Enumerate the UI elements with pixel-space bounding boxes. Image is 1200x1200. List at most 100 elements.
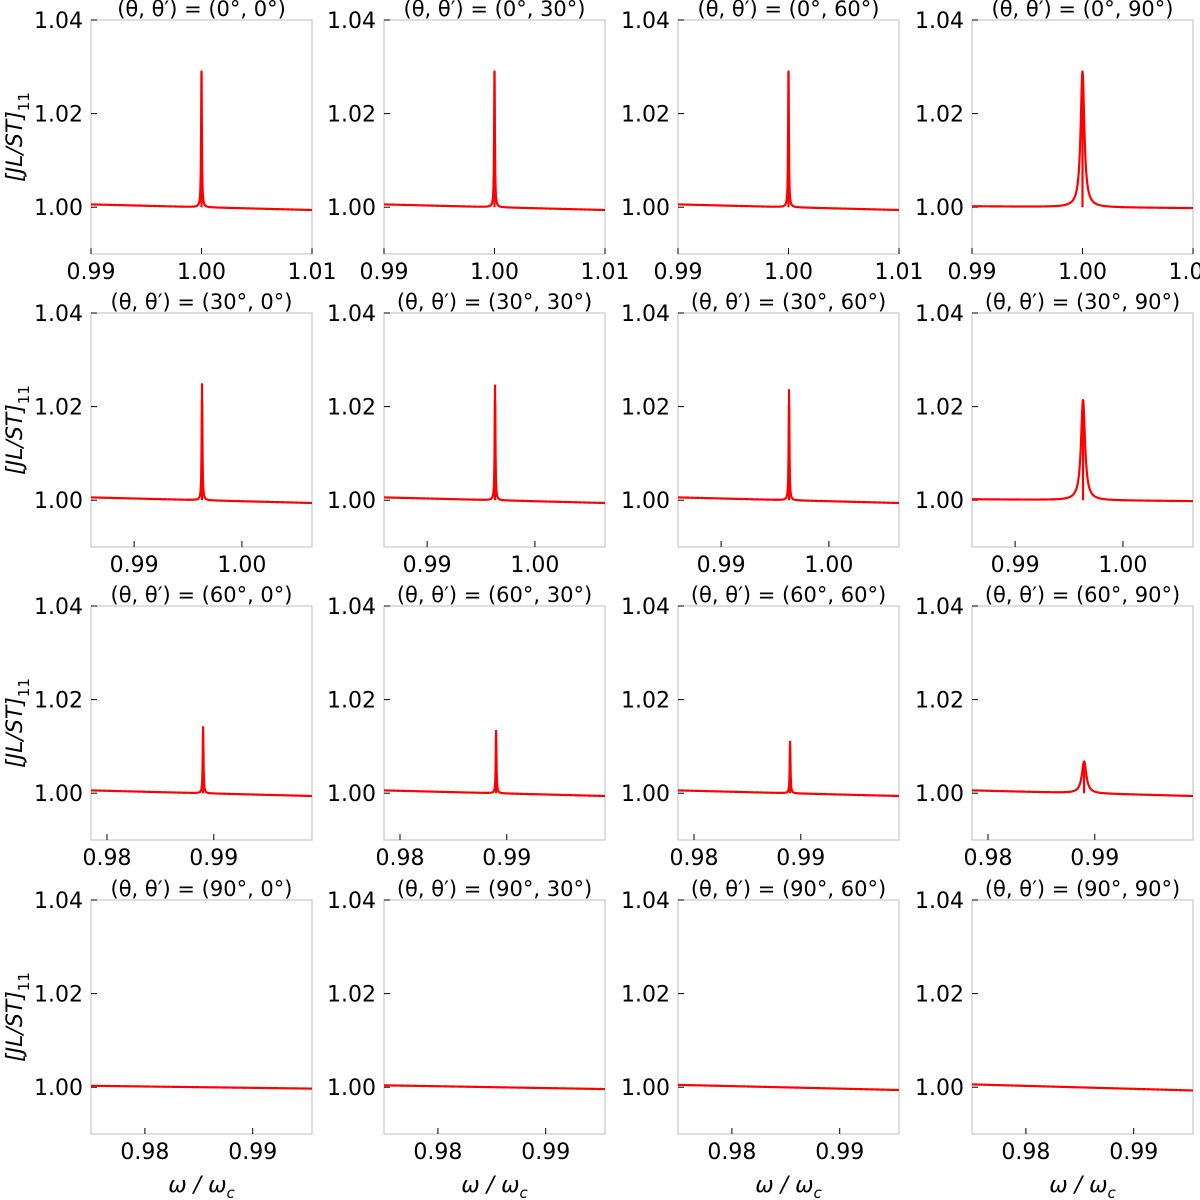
y-tick-label: 1.04 [34, 595, 83, 620]
panel-title: (θ, θ′) = (90°, 30°) [397, 877, 592, 901]
y-tick-label: 1.02 [621, 983, 670, 1008]
y-tick-label: 1.02 [34, 689, 83, 714]
y-tick-label: 1.00 [621, 782, 670, 807]
y-tick-label: 1.02 [34, 103, 83, 128]
panel-1-2: (θ, θ′) = (30°, 60°) 1.00 1.02 1.04 0.99 1.00 [621, 290, 900, 578]
x-axis-label: ω / ωc [461, 1173, 528, 1200]
y-tick-label: 1.04 [621, 889, 670, 914]
y-tick-label: 1.00 [915, 196, 964, 221]
y-tick-label: 1.02 [34, 396, 83, 421]
data-line [383, 734, 606, 798]
plot-frame [383, 605, 606, 841]
x-tick-label: 0.99 [110, 553, 159, 578]
data-line [677, 744, 900, 798]
x-tick-label: 0.98 [964, 846, 1013, 871]
y-axis-label: [JL/ST]11 [3, 678, 33, 768]
data-line [90, 397, 313, 505]
data-line [90, 70, 313, 212]
x-tick-label: 0.99 [403, 553, 452, 578]
y-tick-label: 1.04 [915, 302, 964, 327]
plot-frame [383, 312, 606, 548]
data-line [971, 399, 1194, 503]
panel-2-3: (θ, θ′) = (60°, 90°) 1.00 1.02 1.04 0.98 0.99 [915, 583, 1194, 871]
x-tick-label: 1.01 [581, 260, 630, 285]
y-tick-label: 1.00 [915, 782, 964, 807]
panel-title: (θ, θ′) = (90°, 90°) [985, 877, 1180, 901]
x-tick-label: 1.01 [288, 260, 337, 285]
x-tick-label: 0.98 [1001, 1140, 1050, 1165]
x-tick-label: 0.99 [360, 260, 409, 285]
x-tick-label: 0.99 [67, 260, 116, 285]
plot-frame [90, 899, 313, 1135]
x-axis-label: ω / ωc [168, 1173, 235, 1200]
plot-frame [90, 312, 313, 548]
y-tick-label: 1.02 [327, 103, 376, 128]
x-tick-label: 0.99 [521, 1140, 570, 1165]
y-tick-label: 1.02 [621, 103, 670, 128]
panel-1-3: (θ, θ′) = (30°, 90°) 1.00 1.02 1.04 0.99 1.00 [915, 290, 1194, 578]
data-line [383, 70, 606, 212]
x-tick-label: 1.00 [510, 553, 559, 578]
x-tick-label: 0.98 [376, 846, 425, 871]
x-tick-label: 1.00 [217, 553, 266, 578]
y-tick-label: 1.00 [34, 196, 83, 221]
y-tick-label: 1.00 [621, 196, 670, 221]
panel-2-1: (θ, θ′) = (60°, 30°) 1.00 1.02 1.04 0.98 0.99 [327, 583, 606, 871]
x-tick-label: 0.98 [413, 1140, 462, 1165]
data-line [90, 730, 313, 798]
panel-2-0: (θ, θ′) = (60°, 0°) 1.00 1.02 1.04 0.98 0.99 [… [3, 583, 313, 871]
x-tick-label: 0.99 [776, 846, 825, 871]
plot-frame [971, 605, 1194, 841]
panel-title: (θ, θ′) = (60°, 60°) [691, 583, 886, 607]
y-tick-label: 1.04 [621, 595, 670, 620]
y-tick-label: 1.02 [327, 689, 376, 714]
panel-3-3: (θ, θ′) = (90°, 90°) 1.00 1.02 1.04 0.98 0.99… [915, 877, 1194, 1200]
panel-1-0: (θ, θ′) = (30°, 0°)1.001.021.040.99 1.00[… [3, 290, 313, 578]
panel-title: (θ, θ′) = (60°, 30°) [397, 583, 592, 607]
plot-frame [971, 312, 1194, 548]
y-tick-label: 1.02 [327, 396, 376, 421]
panel-3-1: (θ, θ′) = (90°, 30°) 1.00 1.02 1.04 0.98 0.99… [327, 877, 606, 1200]
data-line [90, 1084, 313, 1090]
x-tick-label: 1.01 [875, 260, 924, 285]
y-tick-label: 1.02 [621, 689, 670, 714]
y-tick-label: 1.04 [34, 9, 83, 34]
plot-frame [677, 312, 900, 548]
data-line [383, 399, 606, 505]
y-tick-label: 1.02 [34, 983, 83, 1008]
panel-title: (θ, θ′) = (0°, 0°) [117, 0, 286, 21]
panel-3-2: (θ, θ′) = (90°, 60°) 1.00 1.02 1.04 0.98 0.99… [621, 877, 900, 1200]
y-tick-label: 1.04 [34, 302, 83, 327]
x-tick-label: 1.01 [1169, 260, 1200, 285]
y-tick-label: 1.00 [621, 489, 670, 514]
y-axis-label: [JL/ST]11 [3, 385, 33, 475]
x-tick-label: 1.00 [764, 260, 813, 285]
y-tick-label: 1.02 [915, 983, 964, 1008]
y-axis-label: [JL/ST]11 [3, 92, 33, 182]
y-tick-label: 1.04 [915, 9, 964, 34]
y-tick-label: 1.00 [915, 489, 964, 514]
y-tick-label: 1.00 [34, 782, 83, 807]
x-tick-label: 1.00 [1098, 553, 1147, 578]
plot-frame [383, 899, 606, 1135]
y-tick-label: 1.00 [621, 1076, 670, 1101]
data-line [971, 70, 1194, 210]
panel-title: (θ, θ′) = (30°, 0°) [111, 290, 293, 314]
x-tick-label: 0.99 [697, 553, 746, 578]
panel-title: (θ, θ′) = (90°, 60°) [691, 877, 886, 901]
x-tick-label: 0.98 [670, 846, 719, 871]
x-tick-label: 0.99 [815, 1140, 864, 1165]
y-tick-label: 1.04 [915, 889, 964, 914]
panel-title: (θ, θ′) = (0°, 60°) [698, 0, 880, 21]
data-line [677, 403, 900, 505]
y-tick-label: 1.00 [327, 489, 376, 514]
data-line [971, 1083, 1194, 1092]
panel-0-2: (θ, θ′) = (0°, 60°) 1.00 1.02 1.04 0.99 1.00 1… [621, 0, 923, 285]
plot-frame [677, 605, 900, 841]
y-tick-label: 1.04 [621, 302, 670, 327]
data-line [971, 760, 1194, 798]
x-tick-label: 0.99 [1109, 1140, 1158, 1165]
x-tick-label: 1.00 [804, 553, 853, 578]
x-tick-label: 1.00 [177, 260, 226, 285]
x-tick-label: 0.98 [83, 846, 132, 871]
